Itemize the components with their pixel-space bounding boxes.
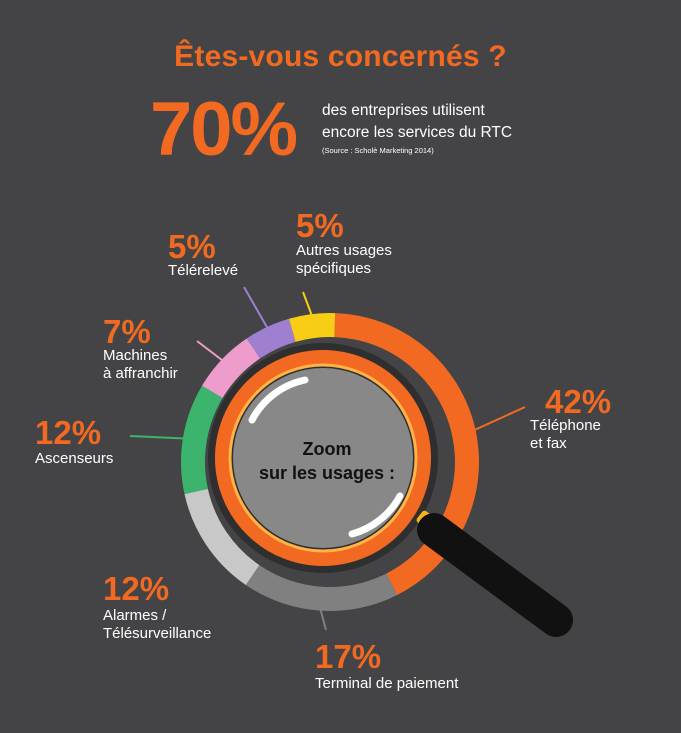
leader-line-0 (473, 406, 526, 432)
slice-category-label-4-1: à affranchir (103, 365, 178, 382)
zoom-line-2: sur les usages : (259, 463, 395, 483)
slice-category-label-0-1: et fax (530, 435, 567, 452)
slice-4 (202, 338, 261, 398)
slice-value-label-6: 5% (296, 207, 344, 244)
magnifier-lens (233, 368, 413, 548)
slice-category-label-5-0: Télérelevé (168, 262, 238, 279)
magnifier-handle (417, 513, 573, 637)
leader-line-1 (319, 608, 327, 631)
slice-value-label-3: 12% (35, 414, 101, 451)
big-stat-value: 70% (150, 87, 298, 172)
slice-category-label-0-0: Téléphone (530, 417, 601, 434)
stat-description: des entreprises utilisent encore les ser… (322, 100, 512, 144)
slice-value-label-4: 7% (103, 313, 151, 350)
slice-2 (184, 488, 260, 585)
lens-highlight-bottom (348, 492, 404, 538)
page-title: Êtes-vous concernés ? (174, 40, 507, 73)
stat-line-2: encore les services du RTC (322, 124, 513, 141)
stat-line-1: des entreprises utilisent (322, 102, 485, 119)
slice-value-label-2: 12% (103, 570, 169, 607)
slice-value-label-5: 5% (168, 228, 216, 265)
slice-category-label-1-0: Terminal de paiement (315, 675, 459, 692)
leader-line-6 (302, 291, 314, 317)
magnifier-icon: Zoom sur les usages : (208, 343, 573, 637)
magnifier-orange-rim (215, 350, 431, 566)
slice-value-label-0: 42% (545, 383, 611, 420)
slice-category-label-2-0: Alarmes / (103, 607, 167, 624)
slice-category-label-3-0: Ascenseurs (35, 450, 113, 467)
leader-line-5 (243, 286, 269, 330)
lens-highlight-top (248, 376, 309, 424)
stat-source: (Source : Scholè Marketing 2014) (322, 146, 434, 155)
slice-category-label-6-0: Autres usages (296, 242, 392, 259)
slice-3 (181, 385, 223, 494)
slice-6 (288, 313, 336, 342)
slice-value-label-1: 17% (315, 638, 381, 675)
slice-1 (245, 565, 398, 612)
slice-category-label-4-0: Machines (103, 347, 167, 364)
leader-line-3 (129, 435, 185, 440)
slice-category-label-6-1: spécifiques (296, 260, 371, 277)
zoom-line-1: Zoom (303, 439, 352, 459)
slice-category-label-2-1: Télésurveillance (103, 625, 211, 642)
leader-line-4 (196, 340, 224, 362)
leader-lines (129, 286, 526, 631)
slice-5 (246, 318, 296, 359)
magnifier-inner-rim (228, 363, 418, 553)
